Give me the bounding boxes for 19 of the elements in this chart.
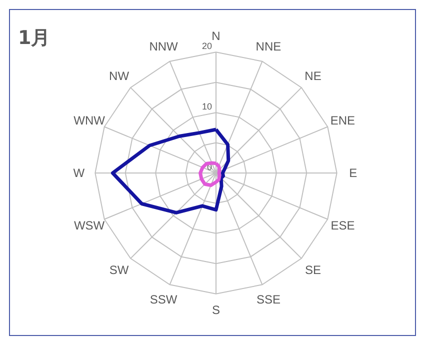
- spoke-label: SW: [109, 262, 130, 277]
- spoke-label: WNW: [74, 114, 106, 128]
- spoke-label: WSW: [74, 218, 106, 232]
- y-tick-label: 20: [202, 41, 212, 52]
- spoke-label: E: [349, 166, 358, 180]
- spoke-label: S: [212, 303, 220, 318]
- spoke-label: SSE: [256, 292, 280, 307]
- spoke-label: W: [73, 166, 86, 180]
- spoke-label: SE: [304, 262, 321, 277]
- spoke-label: ESE: [330, 218, 355, 232]
- spoke-label: ENE: [330, 114, 356, 128]
- y-tick-label: 10: [202, 102, 212, 112]
- spoke-label: NNW: [149, 39, 179, 54]
- spoke-label: NE: [304, 69, 322, 84]
- spoke-label: SSW: [150, 292, 178, 307]
- chart-title: 1月: [18, 26, 50, 51]
- spoke-label: N: [212, 28, 220, 43]
- spoke-label: NNE: [256, 39, 282, 54]
- spoke-label: NW: [109, 69, 130, 84]
